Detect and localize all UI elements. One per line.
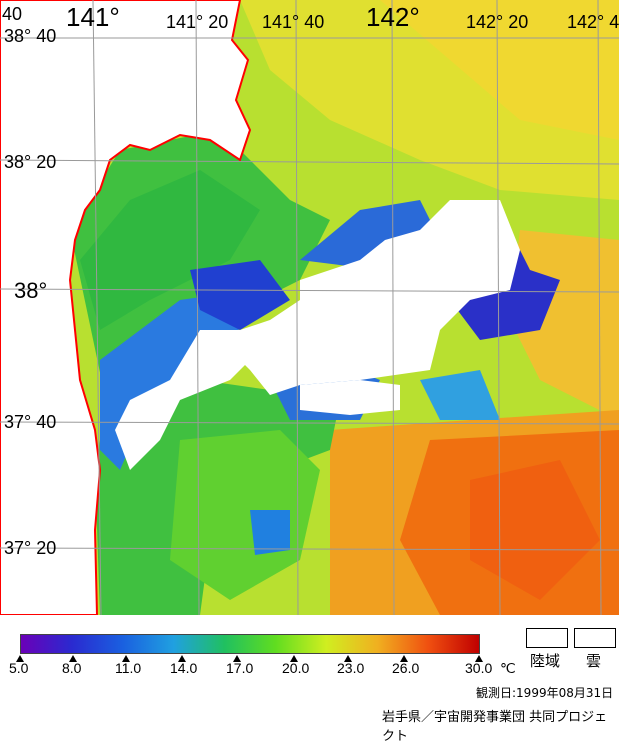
colorbar-tick [178, 655, 186, 662]
colorbar-label: 30.0 [465, 660, 493, 676]
colorbar-tick [400, 655, 408, 662]
unit-label: ℃ [500, 660, 516, 676]
cloud-areas [115, 200, 520, 470]
sea-temperature-field [0, 0, 619, 615]
latitude-label-38-40: 38° 40 [4, 26, 57, 46]
colorbar-label: 17.0 [226, 660, 254, 676]
colorbar-label: 26.0 [392, 660, 420, 676]
cloud-legend-label: 雲 [586, 652, 602, 670]
cloud-swatch [574, 628, 616, 648]
latitude-label-38: 38° [14, 278, 48, 303]
colorbar-label: 8.0 [62, 660, 82, 676]
colorbar-tick [344, 655, 352, 662]
colorbar-label: 20.0 [282, 660, 310, 676]
colorbar-tick [16, 655, 24, 662]
longitude-label-141: 141° [66, 2, 120, 32]
colorbar-label: 11.0 [115, 660, 142, 676]
latitude-label-37-20: 37° 20 [4, 538, 57, 558]
temperature-colorbar [20, 634, 480, 654]
colorbar-tick [475, 655, 483, 662]
latitude-label-37-40: 37° 40 [4, 412, 57, 432]
colorbar-label: 23.0 [337, 660, 365, 676]
colorbar-tick [233, 655, 241, 662]
observation-date: 観測日:1999年08月31日 [476, 686, 614, 700]
corner-label: 40 [2, 4, 23, 24]
credit-line: 岩手県／宇宙開発事業団 共同プロジェクト [382, 710, 608, 744]
colorbar-label: 5.0 [9, 660, 29, 676]
land-legend-label: 陸域 [530, 652, 561, 670]
longitude-label-142-40: 142° 4 [567, 12, 619, 32]
longitude-label-142-20: 142° 20 [466, 12, 529, 32]
longitude-label-141-20: 141° 20 [166, 12, 229, 32]
land-swatch [526, 628, 568, 648]
colorbar-tick [69, 655, 77, 662]
colorbar-label: 14.0 [170, 660, 198, 676]
sst-map [0, 0, 619, 615]
latitude-label-38-20: 38° 20 [4, 152, 57, 172]
colorbar-tick [122, 655, 130, 662]
longitude-label-141-40: 141° 40 [262, 12, 325, 32]
longitude-label-142: 142° [366, 2, 420, 32]
graticule [0, 0, 619, 615]
colorbar-tick [290, 655, 298, 662]
